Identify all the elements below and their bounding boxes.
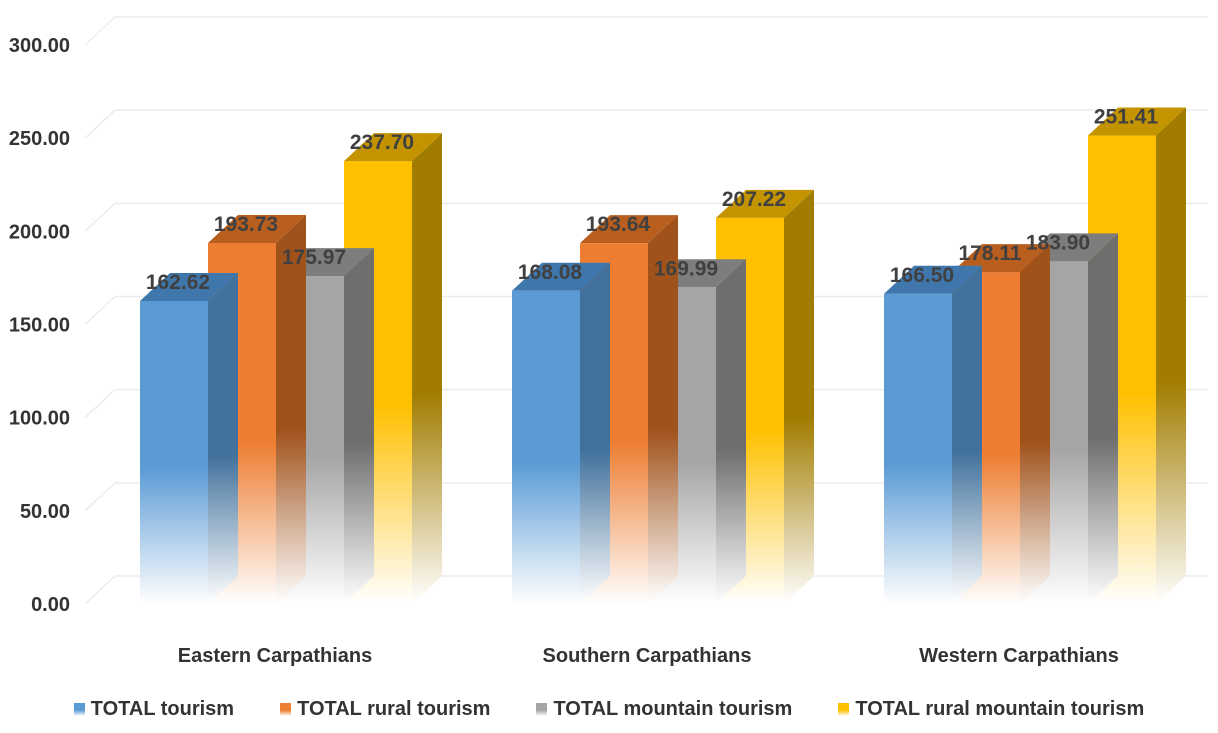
legend-swatch <box>838 703 850 716</box>
data-label: 183.90 <box>1026 231 1090 254</box>
bar-top <box>512 262 610 291</box>
y-tick-label: 50.00 <box>20 501 70 523</box>
bar-front <box>512 290 580 604</box>
category-label: Southern Carpathians <box>543 645 752 667</box>
legend-label: TOTAL mountain tourism <box>553 698 793 720</box>
data-label: 193.73 <box>214 213 278 236</box>
bar-top <box>580 215 678 244</box>
gridline-side <box>84 575 116 605</box>
data-label: 175.97 <box>282 246 346 269</box>
bar-side <box>208 272 238 604</box>
data-label: 169.99 <box>654 257 718 280</box>
y-tick-label: 250.00 <box>9 128 70 150</box>
legend-swatch <box>73 703 85 716</box>
legend-label: TOTAL rural mountain tourism <box>855 698 1145 720</box>
gridline-side <box>84 109 116 139</box>
data-label: 207.22 <box>722 188 786 211</box>
bar <box>884 265 982 604</box>
bar-side <box>1088 233 1118 604</box>
bar-front <box>140 300 208 604</box>
bar-side <box>412 133 442 604</box>
legend-label: TOTAL rural tourism <box>297 698 491 720</box>
bar-side <box>276 215 306 605</box>
bar-side <box>344 248 374 604</box>
data-label: 193.64 <box>586 213 651 236</box>
bar-top <box>208 215 306 244</box>
data-label: 251.41 <box>1094 106 1159 129</box>
bar-top <box>1088 107 1186 136</box>
bar-top <box>716 189 814 218</box>
bar-side <box>1156 107 1186 604</box>
y-tick-label: 0.00 <box>31 594 70 616</box>
bar <box>512 262 610 604</box>
y-tick-label: 150.00 <box>9 315 70 337</box>
legend-item: TOTAL rural mountain tourism <box>838 698 1144 721</box>
bar-top <box>140 272 238 301</box>
y-axis-tick-labels: 0.00 50.00 100.00 150.00 200.00 250.00 300.00 <box>9 35 70 616</box>
category-label: Eastern Carpathians <box>178 645 373 667</box>
y-tick-label: 100.00 <box>9 408 70 430</box>
y-tick-label: 200.00 <box>9 221 70 243</box>
category-label: Western Carpathians <box>919 645 1119 667</box>
legend-label: TOTAL tourism <box>90 698 235 720</box>
data-label: 237.70 <box>350 131 414 154</box>
gridline-side <box>84 389 116 419</box>
bar-front <box>884 293 952 604</box>
bar-side <box>1020 244 1050 604</box>
gridline-side <box>84 482 116 512</box>
x-axis-category-labels: Eastern Carpathians Southern Carpathians W… <box>178 645 1119 667</box>
data-label: 166.50 <box>890 264 954 287</box>
gridline-side <box>84 202 116 232</box>
bar-top <box>952 244 1050 273</box>
legend-item: TOTAL mountain tourism <box>536 698 792 721</box>
data-label: 178.11 <box>958 242 1021 265</box>
data-label: 162.62 <box>146 271 210 294</box>
bar-side <box>784 189 814 604</box>
legend-item: TOTAL tourism <box>73 698 235 721</box>
bar-side <box>580 262 610 604</box>
legend-swatch <box>536 703 548 716</box>
gridline-side <box>84 16 116 46</box>
legend-item: TOTAL rural tourism <box>280 698 490 721</box>
y-tick-label: 300.00 <box>9 35 70 57</box>
bar-top <box>884 265 982 294</box>
gridline-side <box>84 295 116 326</box>
bar-side <box>716 259 746 604</box>
legend: TOTAL tourism TOTAL rural tourism TOTAL mo… <box>0 698 1218 721</box>
bar <box>140 272 238 604</box>
bars <box>140 107 1186 605</box>
bar-top <box>344 133 442 162</box>
data-label: 168.08 <box>518 261 583 284</box>
legend-swatch <box>280 703 292 716</box>
bar-side <box>648 215 678 604</box>
bar-side <box>952 265 982 604</box>
